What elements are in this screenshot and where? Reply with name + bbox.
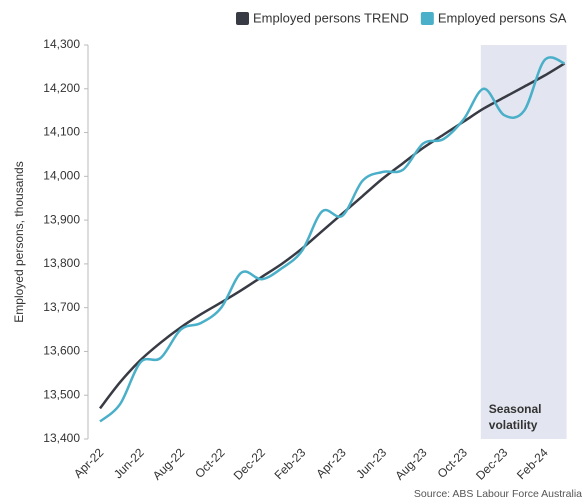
y-tick-label: 14,300 [43,37,80,51]
x-tick-label: Dec-22 [231,445,268,482]
legend-label: Employed persons SA [438,10,567,25]
series-line [99,56,566,423]
legend-swatch [420,12,434,25]
y-tick-label: 13,900 [43,212,80,226]
x-tick-label: Apr-23 [313,445,349,481]
y-tick-label: 14,000 [43,169,80,183]
annotation-line: Seasonal [489,402,542,416]
source: Source: ABS Labour Force Australia [414,488,582,500]
annotation-line: volatility [489,418,538,432]
y-tick-label: 13,700 [43,300,80,314]
y-tick-label: 14,200 [43,81,80,95]
y-axis-label: Employed persons, thousands [12,161,26,322]
y-tick-label: 13,400 [43,431,80,445]
x-tick-label: Jun-23 [353,445,389,481]
legend-label: Employed persons TREND [253,10,409,25]
y-tick-label: 13,600 [43,344,80,358]
x-tick-label: Jun-22 [111,445,147,481]
x-tick-label: Aug-23 [392,445,429,482]
x-tick-label: Feb-24 [514,445,551,482]
x-tick-label: Aug-22 [150,445,187,482]
annotation: Seasonal volatility [489,402,542,432]
x-tick-label: Dec-23 [473,445,510,482]
series-line [99,62,566,410]
y-tick-label: 13,500 [43,387,80,401]
x-tick-label: Apr-22 [71,445,107,481]
legend-swatch [236,12,249,25]
x-tick-label: Oct-22 [192,445,228,481]
y-tick-label: 14,100 [43,125,80,139]
x-tick-label: Feb-23 [272,445,309,482]
x-tick-label: Oct-23 [435,445,471,481]
y-tick-label: 13,800 [43,256,80,270]
